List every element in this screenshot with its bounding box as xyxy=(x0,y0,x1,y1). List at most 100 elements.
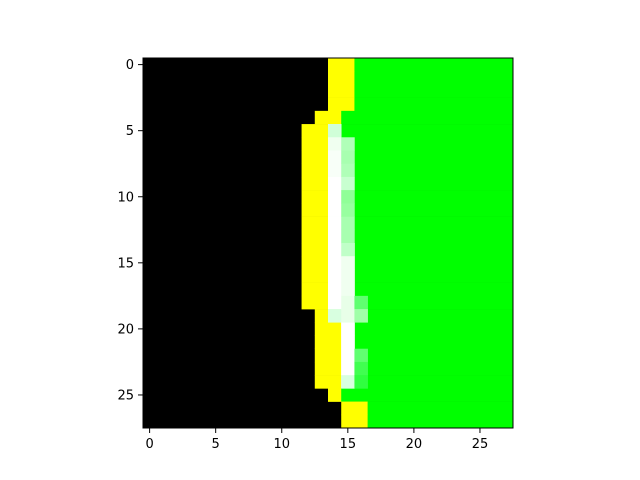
heatmap-cell-edge xyxy=(301,269,329,283)
heatmap-cell-highlight xyxy=(328,124,342,138)
heatmap-cell-highlight xyxy=(354,361,368,376)
heatmap-cell-fill xyxy=(341,124,513,138)
heatmap-cell-fill xyxy=(341,150,513,165)
heatmap-cell-edge xyxy=(314,110,342,125)
heatmap-cell-edge xyxy=(314,335,342,350)
heatmap-cell-highlight xyxy=(341,229,355,244)
heatmap-cell-edge xyxy=(301,137,329,151)
heatmap-cell-highlight xyxy=(328,137,342,151)
heatmap-cell-fill xyxy=(341,203,513,217)
heatmap-cell-highlight xyxy=(354,375,368,389)
heatmap-cell-edge xyxy=(314,322,342,336)
heatmap-cell-fill xyxy=(354,269,513,283)
heatmap-cell-edge xyxy=(301,190,329,204)
heatmap-cell-fill xyxy=(354,361,513,376)
heatmap-cell-highlight xyxy=(354,348,368,363)
heatmap-cell-highlight xyxy=(341,375,355,389)
heatmap-cell-highlight xyxy=(341,335,355,350)
heatmap-cell-highlight xyxy=(341,163,355,178)
heatmap-cell-edge xyxy=(301,150,329,165)
heatmap-cell-fill xyxy=(354,322,513,336)
heatmap-cell-edge xyxy=(301,163,329,178)
heatmap-cell-fill xyxy=(354,309,513,323)
heatmap-cell-highlight xyxy=(341,190,355,204)
heatmap-cell-fill xyxy=(354,295,513,310)
heatmap-cell-highlight xyxy=(341,348,355,363)
x-tick-label: 5 xyxy=(212,437,220,452)
heatmap-cell-highlight xyxy=(341,269,355,283)
heatmap-cell-highlight xyxy=(341,256,355,270)
x-tick-label: 15 xyxy=(340,437,357,452)
heatmap-cell-fill xyxy=(367,414,513,429)
heatmap-cell-fill xyxy=(341,137,513,151)
y-tick-label: 0 xyxy=(126,58,134,73)
heatmap-cell-fill xyxy=(354,58,513,72)
y-tick-label: 5 xyxy=(126,124,134,139)
heatmap-cell-highlight xyxy=(328,176,342,191)
heatmap-cell-highlight xyxy=(328,269,342,283)
x-tick-label: 20 xyxy=(406,437,423,452)
y-tick-label: 10 xyxy=(117,190,134,205)
heatmap-cell-edge xyxy=(314,361,342,376)
heatmap-cell-fill xyxy=(354,243,513,257)
heatmap-cells xyxy=(143,58,513,429)
heatmap-cell-edge xyxy=(341,401,368,416)
heatmap-cell-edge xyxy=(328,71,355,85)
y-tick-label: 25 xyxy=(117,388,134,403)
x-tick-label: 10 xyxy=(273,437,290,452)
x-tick-label: 0 xyxy=(145,437,153,452)
x-axis: 0 5 10 15 20 25 xyxy=(145,428,488,452)
heatmap-cell-highlight xyxy=(328,190,342,204)
heatmap-cell-edge xyxy=(301,216,329,231)
heatmap-cell-fill xyxy=(341,190,513,204)
heatmap-cell-fill xyxy=(341,176,513,191)
heatmap-cell-fill xyxy=(354,335,513,350)
heatmap-cell-highlight xyxy=(341,295,355,310)
heatmap-cell-highlight xyxy=(341,216,355,231)
heatmap-cell-edge xyxy=(301,203,329,217)
heatmap-cell-highlight xyxy=(354,295,368,310)
heatmap-cell-highlight xyxy=(341,322,355,336)
heatmap-cell-highlight xyxy=(341,176,355,191)
heatmap-cell-fill xyxy=(354,348,513,363)
heatmap-cell-fill xyxy=(341,216,513,231)
heatmap-cell-fill xyxy=(341,110,513,125)
heatmap-cell-highlight xyxy=(328,229,342,244)
heatmap-cell-highlight xyxy=(341,361,355,376)
plot-frame xyxy=(142,57,514,429)
heatmap-cell-highlight xyxy=(328,163,342,178)
heatmap-cell-fill xyxy=(354,282,513,297)
heatmap-cell-edge xyxy=(314,348,342,363)
heatmap-cell-edge xyxy=(301,124,329,138)
heatmap-cell-edge xyxy=(301,243,329,257)
heatmap-cell-edge xyxy=(301,176,329,191)
heatmap-cell-edge xyxy=(328,58,355,72)
heatmap-cell-fill xyxy=(354,375,513,389)
heatmap-cell-fill xyxy=(354,71,513,85)
heatmap-cell-edge xyxy=(301,256,329,270)
heatmap-cell-highlight xyxy=(354,309,368,323)
heatmap-cell-fill xyxy=(354,256,513,270)
heatmap-cell-edge xyxy=(301,295,329,310)
heatmap-cell-highlight xyxy=(341,137,355,151)
heatmap-cell-edge xyxy=(328,97,355,112)
heatmap-cell-highlight xyxy=(328,282,342,297)
x-tick-label: 25 xyxy=(472,437,489,452)
heatmap-cell-highlight xyxy=(341,150,355,165)
heatmap-cell-highlight xyxy=(328,243,342,257)
heatmap-cell-fill xyxy=(367,401,513,416)
y-tick-label: 15 xyxy=(117,256,134,271)
heatmap-cell-edge xyxy=(301,229,329,244)
heatmap-cell-highlight xyxy=(341,309,355,323)
heatmap-cell-fill xyxy=(354,97,513,112)
y-tick-label: 20 xyxy=(117,322,134,337)
heatmap-cell-fill xyxy=(341,229,513,244)
heatmap-cell-highlight xyxy=(328,309,342,323)
heatmap-cell-highlight xyxy=(328,203,342,217)
heatmap-cell-edge xyxy=(328,388,342,402)
heatmap-cell-fill xyxy=(354,84,513,98)
heatmap-cell-highlight xyxy=(328,256,342,270)
heatmap-cell-highlight xyxy=(341,282,355,297)
heatmap-cell-edge xyxy=(328,84,355,98)
